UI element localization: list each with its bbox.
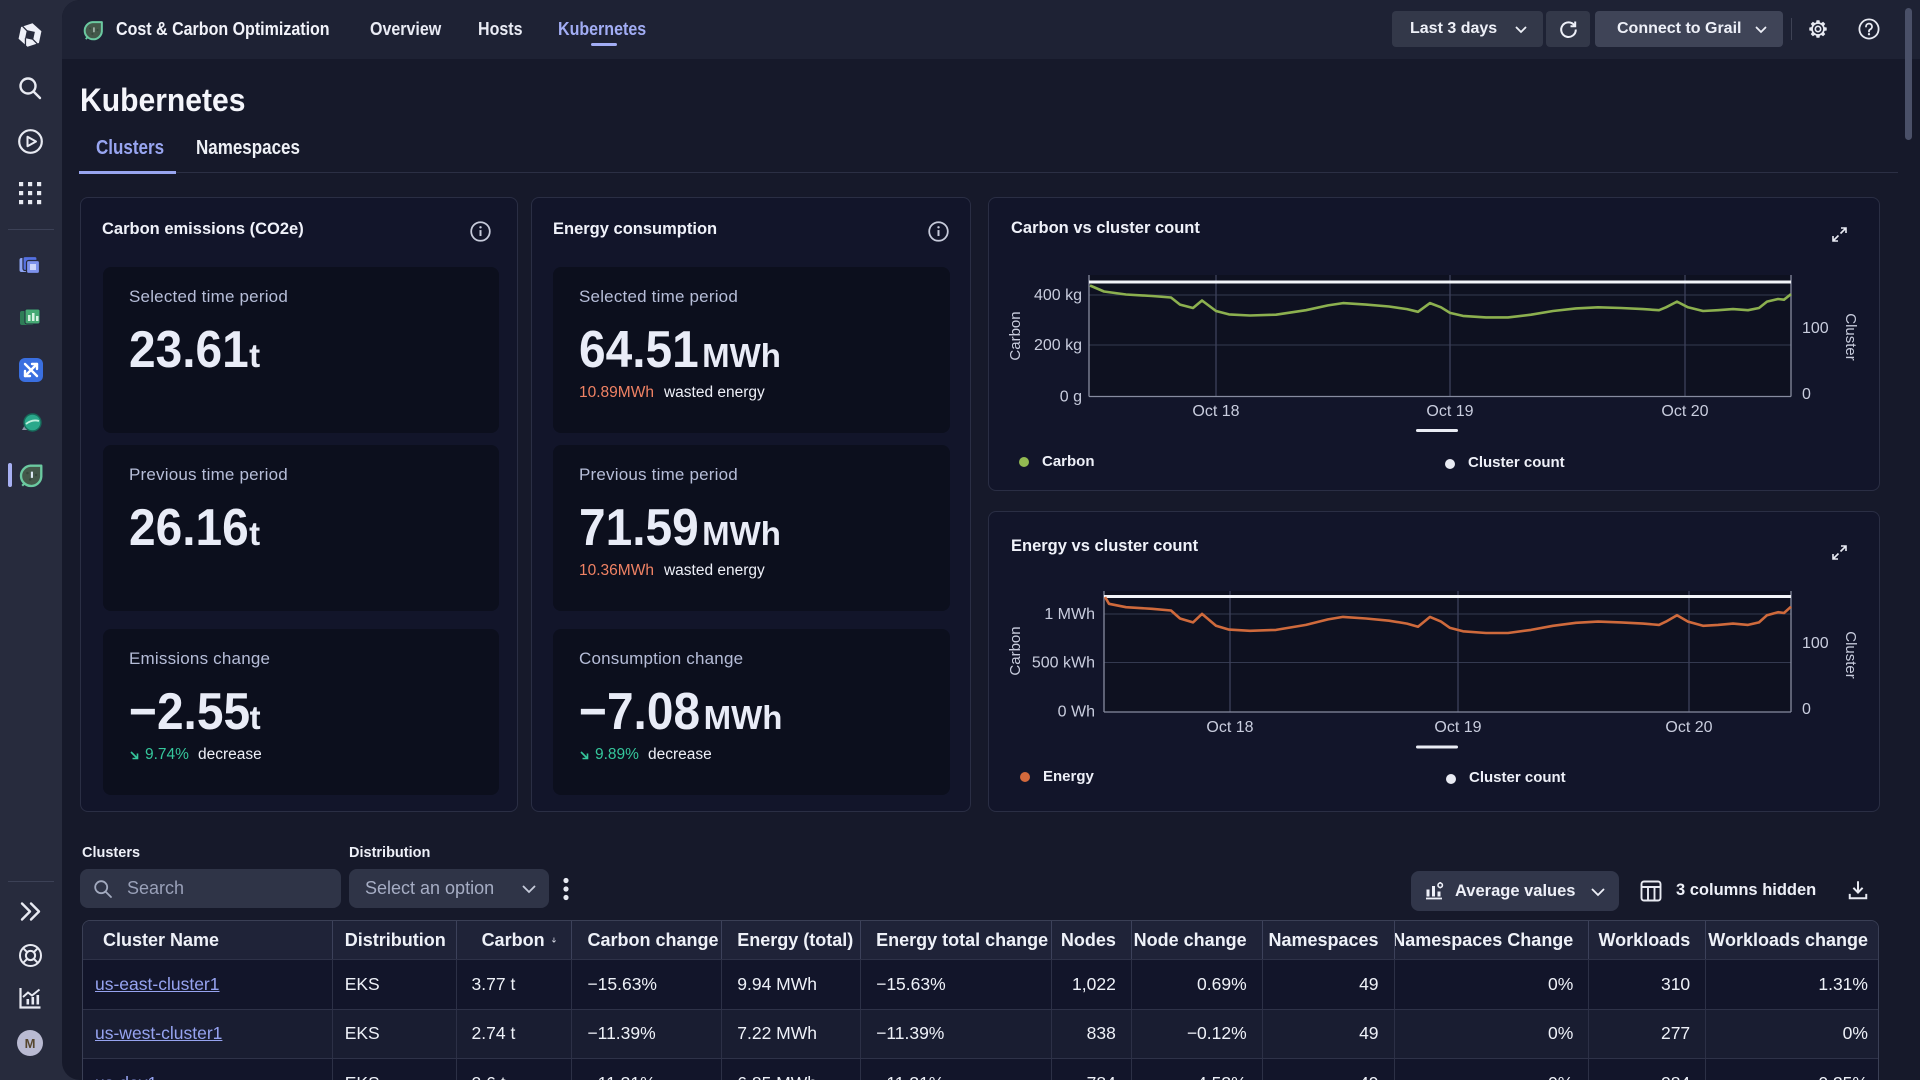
svg-text:Carbon: Carbon <box>1007 626 1024 675</box>
svg-text:Oct 18: Oct 18 <box>1206 719 1253 736</box>
svg-text:Cluster: Cluster <box>1842 631 1859 679</box>
svg-text:Oct 20: Oct 20 <box>1665 719 1712 736</box>
svg-text:Oct 19: Oct 19 <box>1426 403 1473 420</box>
svg-text:1 MWh: 1 MWh <box>1044 606 1095 623</box>
svg-text:400 kg: 400 kg <box>1034 287 1082 304</box>
svg-text:0 Wh: 0 Wh <box>1058 704 1095 721</box>
svg-text:Oct 19: Oct 19 <box>1434 719 1481 736</box>
svg-text:0 g: 0 g <box>1060 389 1082 406</box>
svg-text:0: 0 <box>1802 386 1811 403</box>
svg-text:Oct 20: Oct 20 <box>1661 403 1708 420</box>
svg-text:0: 0 <box>1802 701 1811 718</box>
svg-text:200 kg: 200 kg <box>1034 337 1082 354</box>
svg-text:100: 100 <box>1802 320 1829 337</box>
svg-text:Carbon: Carbon <box>1007 311 1024 360</box>
svg-text:Cluster: Cluster <box>1842 313 1859 361</box>
svg-text:500 kWh: 500 kWh <box>1032 655 1095 672</box>
svg-text:100: 100 <box>1802 635 1829 652</box>
svg-text:Oct 18: Oct 18 <box>1192 403 1239 420</box>
